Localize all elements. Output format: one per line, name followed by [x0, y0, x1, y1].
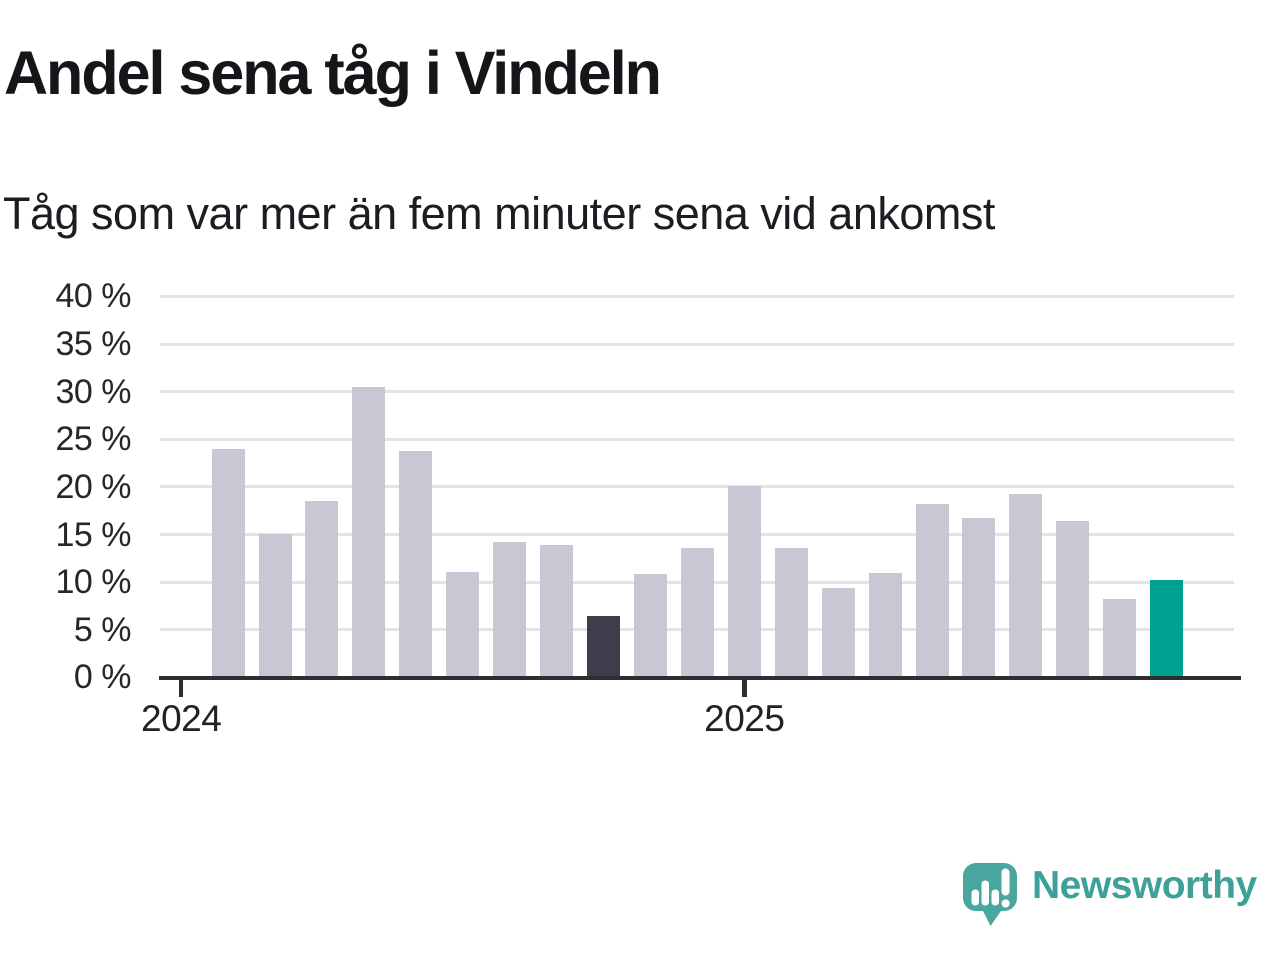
bar: [821, 587, 855, 677]
bar: [915, 503, 949, 677]
bar: [211, 448, 245, 677]
bar: [774, 547, 808, 677]
bar: [962, 518, 996, 677]
page-subtitle: Tåg som var mer än fem minuter sena vid …: [3, 188, 995, 239]
bar: [1056, 521, 1090, 677]
y-axis-tick-label: 25 %: [55, 420, 132, 459]
y-axis-tick-label: 35 %: [55, 325, 132, 364]
gridline: [160, 437, 1234, 441]
y-axis-tick-label: 40 %: [55, 277, 132, 316]
newsworthy-wordmark: Newsworthy: [1032, 864, 1257, 907]
gridline: [160, 342, 1234, 346]
y-axis-tick-label: 5 %: [73, 610, 132, 649]
bar: [399, 450, 433, 677]
bar: [1103, 599, 1137, 677]
newsworthy-logo: Newsworthy: [962, 860, 1272, 930]
bar: [727, 485, 761, 677]
bar: [352, 386, 386, 677]
bar: [305, 501, 339, 677]
bar: [446, 571, 480, 677]
x-axis-tick: [178, 680, 184, 697]
x-axis-line: [159, 675, 1241, 680]
gridline: [160, 390, 1234, 394]
bar: [258, 533, 292, 677]
y-axis-tick-label: 20 %: [55, 467, 132, 506]
bar-latest: [1150, 580, 1184, 677]
page-title: Andel sena tåg i Vindeln: [4, 39, 662, 107]
y-axis-tick-label: 15 %: [55, 515, 132, 554]
x-axis-tick-label: 2024: [141, 698, 222, 739]
newsworthy-logo-icon: [963, 863, 1017, 926]
bar-highlight-dark: [587, 616, 621, 677]
y-axis-tick-label: 0 %: [73, 658, 132, 697]
gridline: [160, 294, 1234, 298]
bar: [493, 542, 527, 677]
gridline: [160, 485, 1234, 489]
bar: [868, 572, 902, 677]
y-axis-tick-label: 30 %: [55, 372, 132, 411]
y-axis-tick-label: 10 %: [55, 563, 132, 602]
x-axis-tick: [742, 680, 747, 697]
bar: [633, 574, 667, 677]
bar: [1009, 494, 1043, 677]
bar: [540, 544, 574, 677]
gridline: [160, 533, 1234, 537]
bar: [680, 547, 714, 677]
x-axis-tick-label: 2025: [704, 698, 785, 739]
